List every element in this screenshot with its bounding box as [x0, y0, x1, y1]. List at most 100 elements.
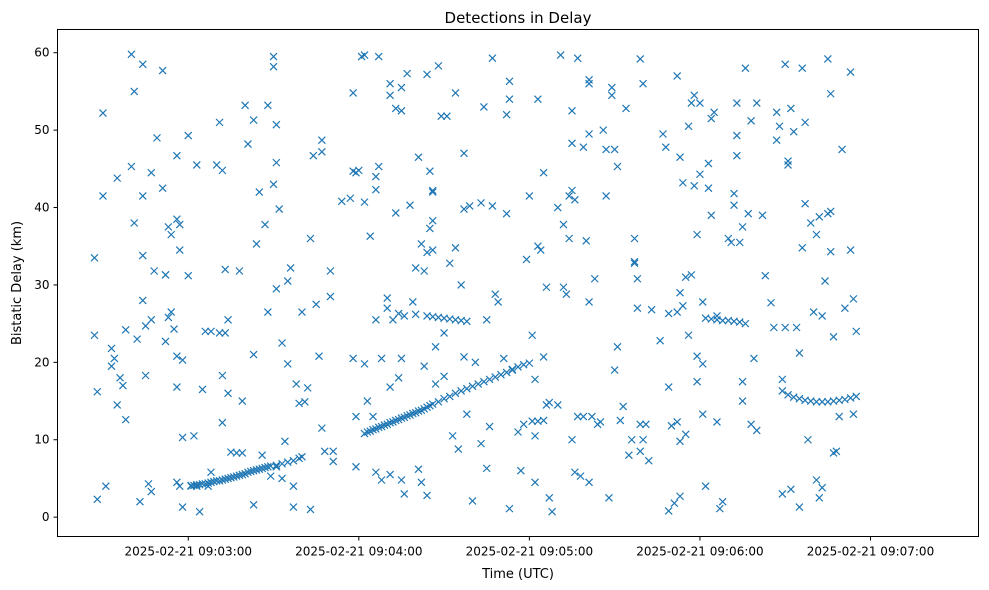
- data-point: [565, 191, 574, 200]
- data-point: [443, 112, 451, 121]
- data-point: [184, 271, 193, 280]
- data-point: [272, 461, 281, 470]
- data-point: [579, 412, 588, 421]
- data-point: [386, 79, 395, 88]
- data-point: [710, 108, 719, 117]
- data-point: [408, 298, 417, 306]
- data-point: [704, 184, 713, 193]
- data-point: [835, 412, 844, 421]
- data-point: [630, 259, 639, 268]
- data-point: [528, 417, 537, 426]
- data-point: [829, 332, 838, 341]
- data-point: [172, 151, 181, 160]
- data-point: [258, 464, 267, 473]
- data-point: [823, 54, 832, 63]
- data-point: [468, 382, 477, 391]
- data-point: [431, 342, 440, 351]
- data-point: [778, 387, 787, 395]
- data-point: [423, 70, 431, 79]
- data-point: [482, 464, 491, 473]
- data-point: [636, 54, 645, 63]
- data-point: [804, 435, 812, 444]
- data-point: [590, 274, 599, 283]
- data-point: [505, 77, 514, 86]
- data-point: [607, 83, 616, 92]
- data-point: [411, 310, 420, 319]
- data-point: [178, 356, 187, 364]
- data-point: [377, 476, 386, 484]
- data-point: [397, 354, 406, 363]
- data-point: [272, 120, 281, 129]
- data-point: [738, 397, 747, 405]
- data-point: [437, 112, 446, 121]
- data-point: [315, 352, 323, 361]
- data-point: [849, 294, 858, 303]
- data-point: [93, 495, 102, 504]
- data-point: [414, 465, 423, 474]
- data-point: [110, 354, 119, 363]
- data-point: [232, 472, 241, 481]
- x-tick-label: 2025-02-21 09:03:00: [125, 545, 252, 559]
- data-point: [255, 188, 264, 196]
- data-point: [627, 435, 636, 444]
- data-point: [391, 416, 400, 425]
- data-point: [479, 377, 488, 386]
- data-point: [423, 491, 431, 500]
- data-point: [249, 500, 258, 509]
- data-point: [397, 106, 406, 115]
- data-point: [312, 300, 321, 309]
- data-point: [286, 263, 295, 272]
- data-point: [767, 298, 775, 307]
- data-point: [752, 99, 761, 107]
- data-point: [107, 362, 116, 371]
- data-point: [525, 191, 534, 200]
- data-point: [238, 448, 247, 457]
- data-point: [789, 393, 798, 402]
- data-point: [289, 482, 298, 491]
- data-point: [263, 462, 272, 471]
- data-point: [750, 354, 758, 363]
- data-point: [218, 476, 227, 484]
- data-point: [568, 139, 576, 148]
- data-point: [485, 422, 494, 431]
- data-point: [363, 397, 372, 405]
- data-point: [462, 384, 471, 393]
- data-point: [269, 180, 278, 189]
- data-point: [244, 468, 252, 477]
- data-point: [269, 52, 278, 61]
- data-point: [238, 397, 247, 405]
- data-point: [127, 50, 136, 59]
- data-point: [462, 317, 471, 326]
- data-point: [553, 400, 562, 409]
- data-point: [630, 257, 639, 266]
- data-point: [360, 359, 369, 368]
- data-point: [371, 315, 380, 324]
- data-point: [178, 433, 187, 442]
- y-tick-label: 20: [34, 355, 49, 369]
- data-point: [138, 191, 147, 200]
- y-tick-label: 50: [34, 123, 49, 137]
- data-point: [400, 311, 409, 320]
- data-point: [141, 322, 150, 330]
- plot-frame: [57, 29, 979, 537]
- data-point: [246, 467, 255, 476]
- data-point: [758, 211, 767, 220]
- data-point: [215, 476, 224, 485]
- data-point: [164, 222, 173, 231]
- data-point: [269, 62, 278, 71]
- data-point: [585, 79, 593, 88]
- y-tick-label: 30: [34, 278, 49, 292]
- data-point: [215, 118, 224, 127]
- data-point: [326, 267, 335, 275]
- data-point: [280, 437, 289, 446]
- data-point: [769, 323, 778, 332]
- data-point: [397, 83, 406, 92]
- data-point: [687, 99, 696, 107]
- data-point: [582, 236, 591, 245]
- data-point: [136, 497, 144, 506]
- chart-title: Detections in Delay: [445, 9, 592, 27]
- data-point: [374, 52, 383, 61]
- data-point: [852, 392, 861, 401]
- data-point: [775, 122, 784, 131]
- data-point: [613, 162, 622, 171]
